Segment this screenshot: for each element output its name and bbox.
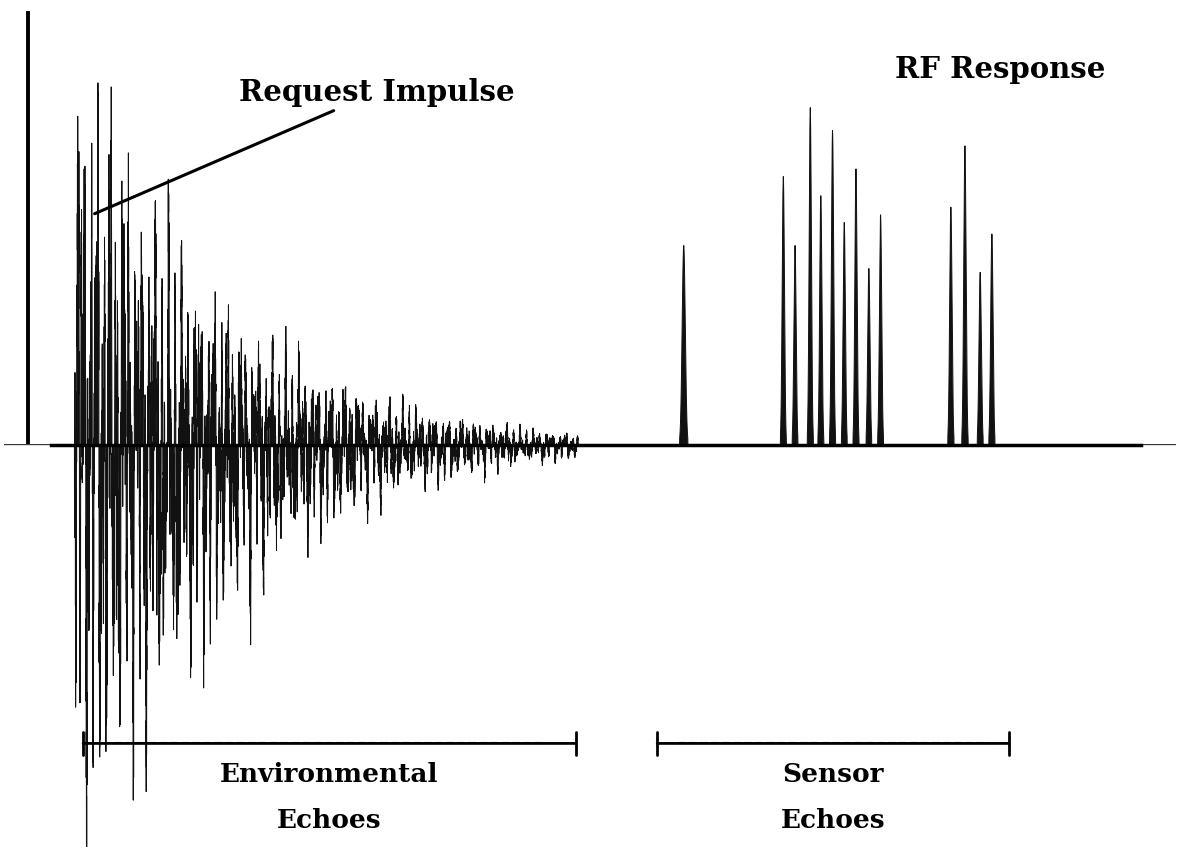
- Text: Echoes: Echoes: [781, 808, 885, 832]
- Text: RF Response: RF Response: [894, 54, 1104, 83]
- Text: Echoes: Echoes: [277, 808, 381, 832]
- Text: Request Impulse: Request Impulse: [94, 77, 514, 214]
- Text: Sensor: Sensor: [782, 762, 884, 786]
- Text: Environmental: Environmental: [219, 762, 439, 786]
